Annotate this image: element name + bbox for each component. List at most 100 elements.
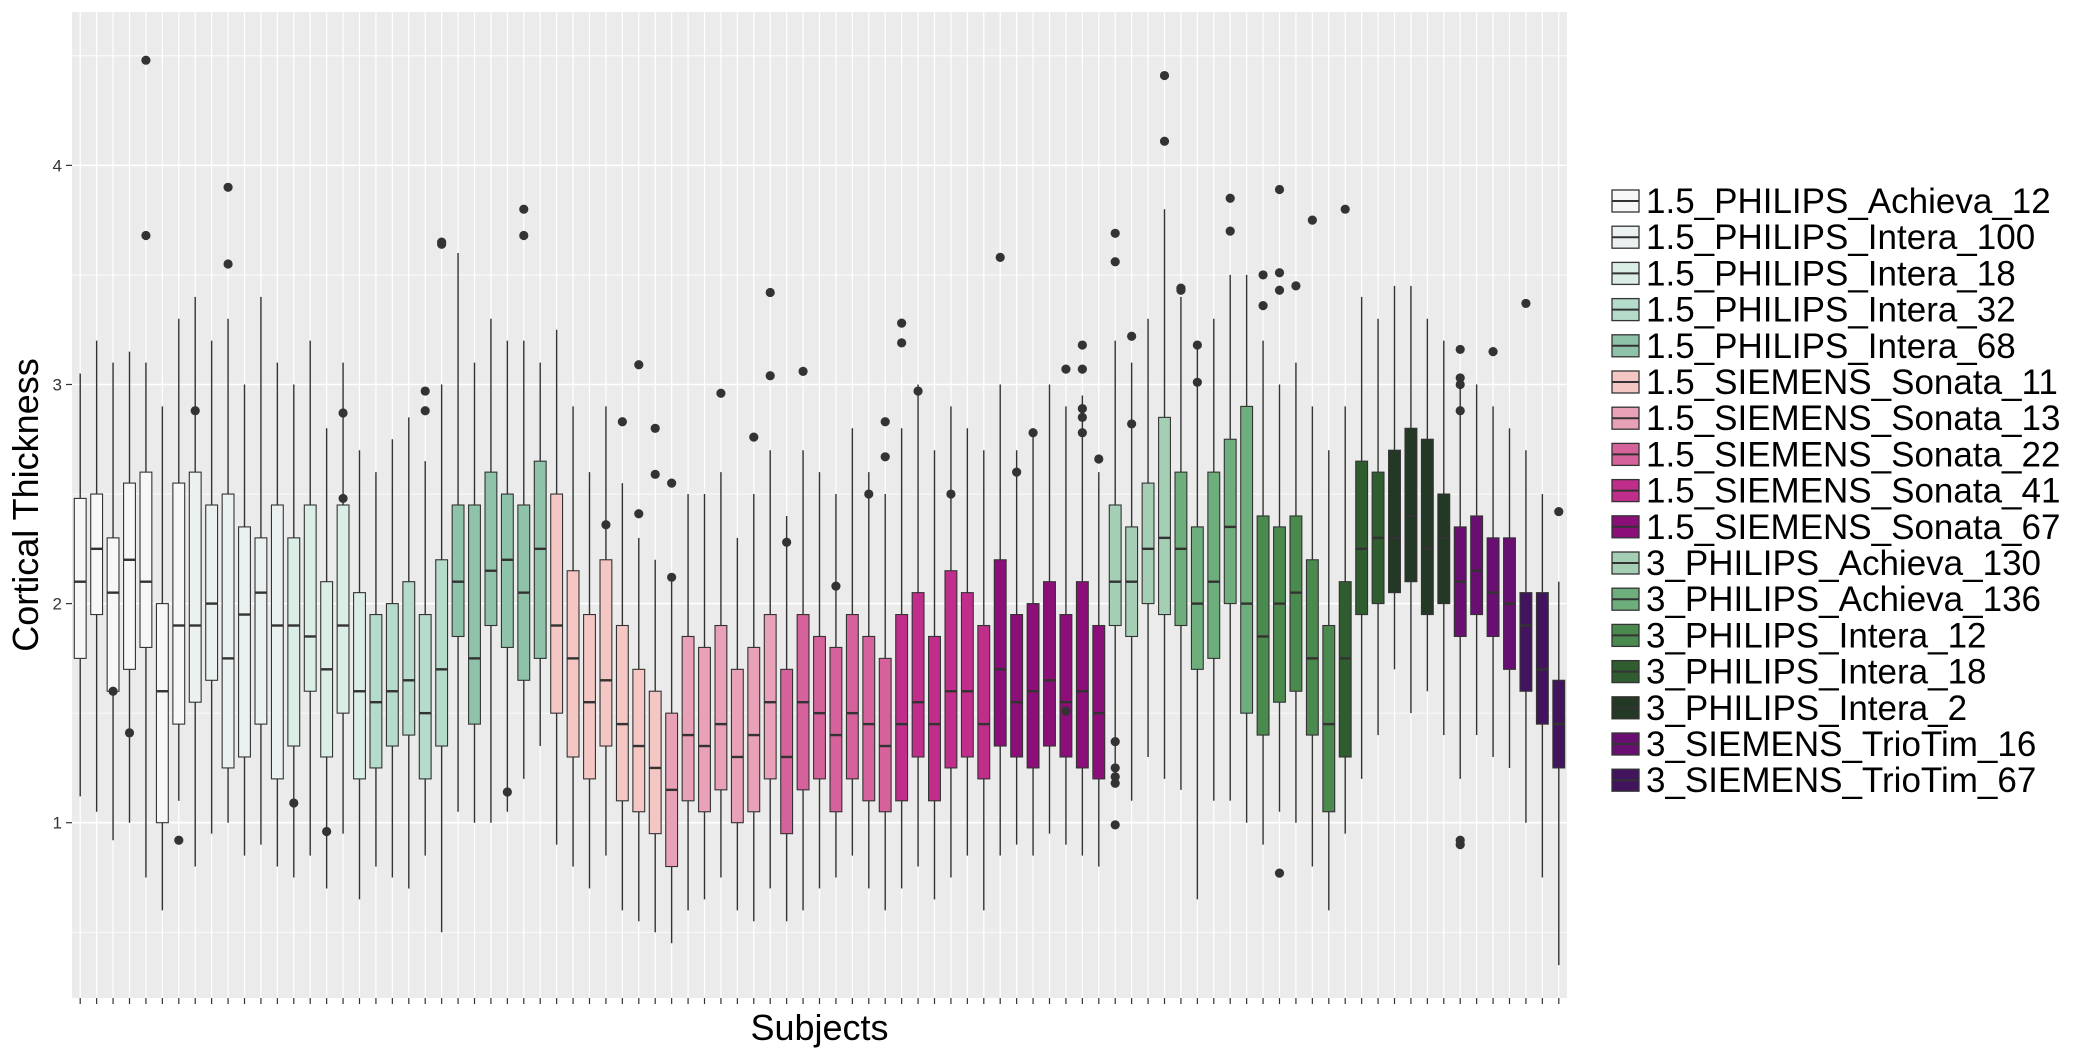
box-1.5_SIEMENS_Sonata_11 — [583, 472, 596, 889]
outlier-point — [765, 287, 775, 298]
outlier-point — [1554, 506, 1564, 517]
box-3_SIEMENS_TrioTim_16 — [1503, 428, 1516, 768]
box-1.5_PHILIPS_Intera_32 — [435, 237, 449, 933]
outlier-point — [1110, 737, 1120, 747]
box-1.5_PHILIPS_Achieva_12 — [139, 55, 153, 878]
outlier-point — [946, 489, 956, 499]
outlier-point — [1077, 412, 1087, 422]
legend-item: 3_PHILIPS_Achieva_130 — [1611, 544, 2041, 583]
box-1.5_SIEMENS_Sonata_22 — [796, 366, 810, 911]
box-1.5_SIEMENS_Sonata_11 — [632, 360, 646, 922]
outlier-point — [1110, 257, 1120, 267]
box-1.5_SIEMENS_Sonata_67 — [1043, 384, 1056, 834]
box-iqr — [369, 614, 383, 769]
outlier-point — [880, 417, 890, 427]
legend-item: 1.5_SIEMENS_Sonata_41 — [1611, 472, 2060, 511]
box-iqr — [550, 493, 564, 714]
legend-label: 3_SIEMENS_TrioTim_16 — [1646, 725, 2036, 764]
legend-label: 1.5_SIEMENS_Sonata_13 — [1646, 399, 2060, 438]
box-1.5_PHILIPS_Intera_100 — [254, 296, 268, 845]
box-iqr — [205, 504, 219, 681]
legend-item: 3_PHILIPS_Intera_2 — [1611, 689, 1967, 728]
box-iqr — [1010, 614, 1024, 758]
box-1.5_PHILIPS_Intera_100 — [205, 340, 219, 834]
box-3_PHILIPS_Achieva_130 — [1141, 318, 1155, 757]
box-1.5_SIEMENS_Sonata_13 — [665, 478, 679, 944]
outlier-point — [420, 406, 430, 416]
outlier-point — [1094, 454, 1104, 464]
outlier-point — [1159, 136, 1170, 146]
box-1.5_SIEMENS_Sonata_11 — [599, 406, 613, 856]
box-1.5_PHILIPS_Intera_18 — [303, 340, 317, 856]
legend-item: 1.5_SIEMENS_Sonata_13 — [1611, 399, 2060, 438]
box-iqr — [435, 559, 449, 747]
legend-item: 1.5_PHILIPS_Intera_32 — [1611, 291, 2016, 330]
outlier-point — [1274, 285, 1285, 295]
outlier-point — [634, 509, 644, 519]
box-1.5_PHILIPS_Achieva_12 — [90, 340, 104, 812]
outlier-point — [502, 787, 512, 797]
outlier-point — [617, 417, 627, 427]
outlier-point — [1291, 281, 1301, 291]
outlier-point — [1127, 331, 1137, 341]
box-iqr — [813, 635, 826, 780]
box-1.5_PHILIPS_Intera_100 — [221, 182, 235, 823]
box-1.5_SIEMENS_Sonata_13 — [681, 494, 695, 911]
box-iqr — [1223, 438, 1237, 605]
box-iqr — [1043, 581, 1056, 747]
box-1.5_SIEMENS_Sonata_22 — [845, 428, 859, 856]
outlier-point — [1110, 772, 1120, 782]
box-iqr — [993, 559, 1007, 747]
outlier-point — [1274, 268, 1285, 278]
box-1.5_SIEMENS_Sonata_11 — [550, 329, 564, 845]
box-iqr — [566, 570, 580, 758]
legend-item: 1.5_PHILIPS_Intera_68 — [1611, 327, 2016, 366]
box-1.5_PHILIPS_Intera_32 — [402, 417, 416, 889]
box-iqr — [714, 624, 728, 791]
outlier-point — [650, 469, 660, 479]
box-iqr — [1289, 515, 1303, 692]
box-1.5_SIEMENS_Sonata_13 — [730, 537, 744, 911]
outlier-point — [831, 581, 841, 591]
box-1.5_PHILIPS_Intera_68 — [500, 340, 514, 812]
outlier-point — [716, 388, 726, 398]
outlier-point — [749, 432, 759, 442]
box-iqr — [1437, 493, 1451, 605]
y-tick-label: 2 — [53, 595, 62, 614]
box-3_PHILIPS_Intera_2 — [1437, 340, 1451, 736]
box-iqr — [763, 614, 777, 780]
outlier-point — [1110, 228, 1120, 238]
box-1.5_PHILIPS_Intera_18 — [353, 450, 366, 900]
box-iqr — [451, 504, 465, 638]
box-1.5_SIEMENS_Sonata_41 — [911, 384, 925, 867]
outlier-point — [1340, 204, 1350, 214]
legend-item: 3_PHILIPS_Intera_18 — [1611, 653, 1987, 692]
box-iqr — [944, 570, 958, 769]
box-3_PHILIPS_Achieva_136 — [1174, 283, 1188, 790]
legend: 1.5_PHILIPS_Achieva_121.5_PHILIPS_Intera… — [1611, 182, 2060, 800]
box-iqr — [500, 493, 514, 648]
outlier-point — [519, 230, 529, 241]
box-3_SIEMENS_TrioTim_67 — [1535, 494, 1549, 878]
outlier-point — [864, 489, 874, 499]
box-iqr — [1108, 504, 1122, 627]
box-3_PHILIPS_Intera_12 — [1322, 450, 1336, 911]
box-iqr — [615, 624, 629, 802]
box-iqr — [402, 581, 416, 736]
legend-item: 1.5_SIEMENS_Sonata_11 — [1611, 363, 2058, 402]
box-iqr — [1486, 537, 1500, 638]
box-iqr — [599, 559, 613, 747]
box-3_PHILIPS_Intera_2 — [1404, 285, 1418, 714]
legend-label: 3_PHILIPS_Intera_12 — [1646, 616, 1987, 655]
outlier-point — [1455, 373, 1465, 383]
box-iqr — [1190, 526, 1204, 670]
box-1.5_SIEMENS_Sonata_22 — [862, 472, 876, 889]
box-iqr — [862, 635, 876, 802]
box-iqr — [270, 504, 284, 780]
box-1.5_SIEMENS_Sonata_11 — [648, 423, 662, 933]
outlier-point — [995, 252, 1005, 263]
box-iqr — [385, 603, 399, 747]
y-axis-title: Cortical Thickness — [5, 358, 46, 651]
box-iqr — [1404, 427, 1418, 583]
outlier-point — [1274, 868, 1285, 878]
